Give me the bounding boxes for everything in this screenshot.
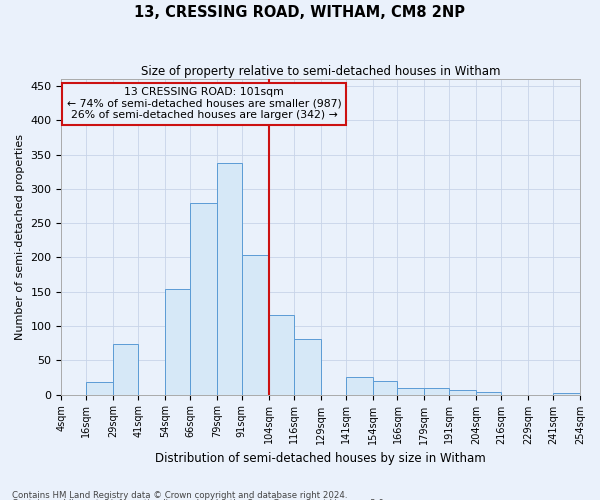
X-axis label: Distribution of semi-detached houses by size in Witham: Distribution of semi-detached houses by …	[155, 452, 486, 465]
Y-axis label: Number of semi-detached properties: Number of semi-detached properties	[15, 134, 25, 340]
Bar	[294, 339, 321, 394]
Bar	[449, 390, 476, 394]
Text: 13, CRESSING ROAD, WITHAM, CM8 2NP: 13, CRESSING ROAD, WITHAM, CM8 2NP	[134, 5, 466, 20]
Bar	[86, 382, 113, 394]
Bar	[242, 256, 269, 394]
Bar	[269, 315, 294, 394]
Bar	[217, 163, 242, 394]
Title: Size of property relative to semi-detached houses in Witham: Size of property relative to semi-detach…	[141, 65, 500, 78]
Bar	[165, 289, 190, 395]
Bar	[424, 388, 449, 394]
Bar	[346, 378, 373, 394]
Bar	[397, 388, 424, 394]
Text: 13 CRESSING ROAD: 101sqm
← 74% of semi-detached houses are smaller (987)
26% of : 13 CRESSING ROAD: 101sqm ← 74% of semi-d…	[67, 87, 341, 120]
Bar	[190, 202, 217, 394]
Bar	[553, 392, 580, 394]
Text: Contains HM Land Registry data © Crown copyright and database right 2024.: Contains HM Land Registry data © Crown c…	[12, 490, 347, 500]
Bar	[476, 392, 501, 394]
Bar	[113, 344, 138, 395]
Bar	[373, 381, 397, 394]
